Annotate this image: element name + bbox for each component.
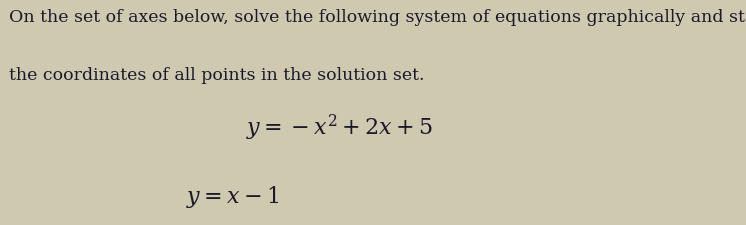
Text: $y = -x^2 + 2x + 5$: $y = -x^2 + 2x + 5$ [246, 112, 433, 143]
Text: $y = x - 1$: $y = x - 1$ [186, 184, 280, 211]
Text: the coordinates of all points in the solution set.: the coordinates of all points in the sol… [9, 68, 424, 85]
Text: On the set of axes below, solve the following system of equations graphically an: On the set of axes below, solve the foll… [9, 9, 746, 26]
